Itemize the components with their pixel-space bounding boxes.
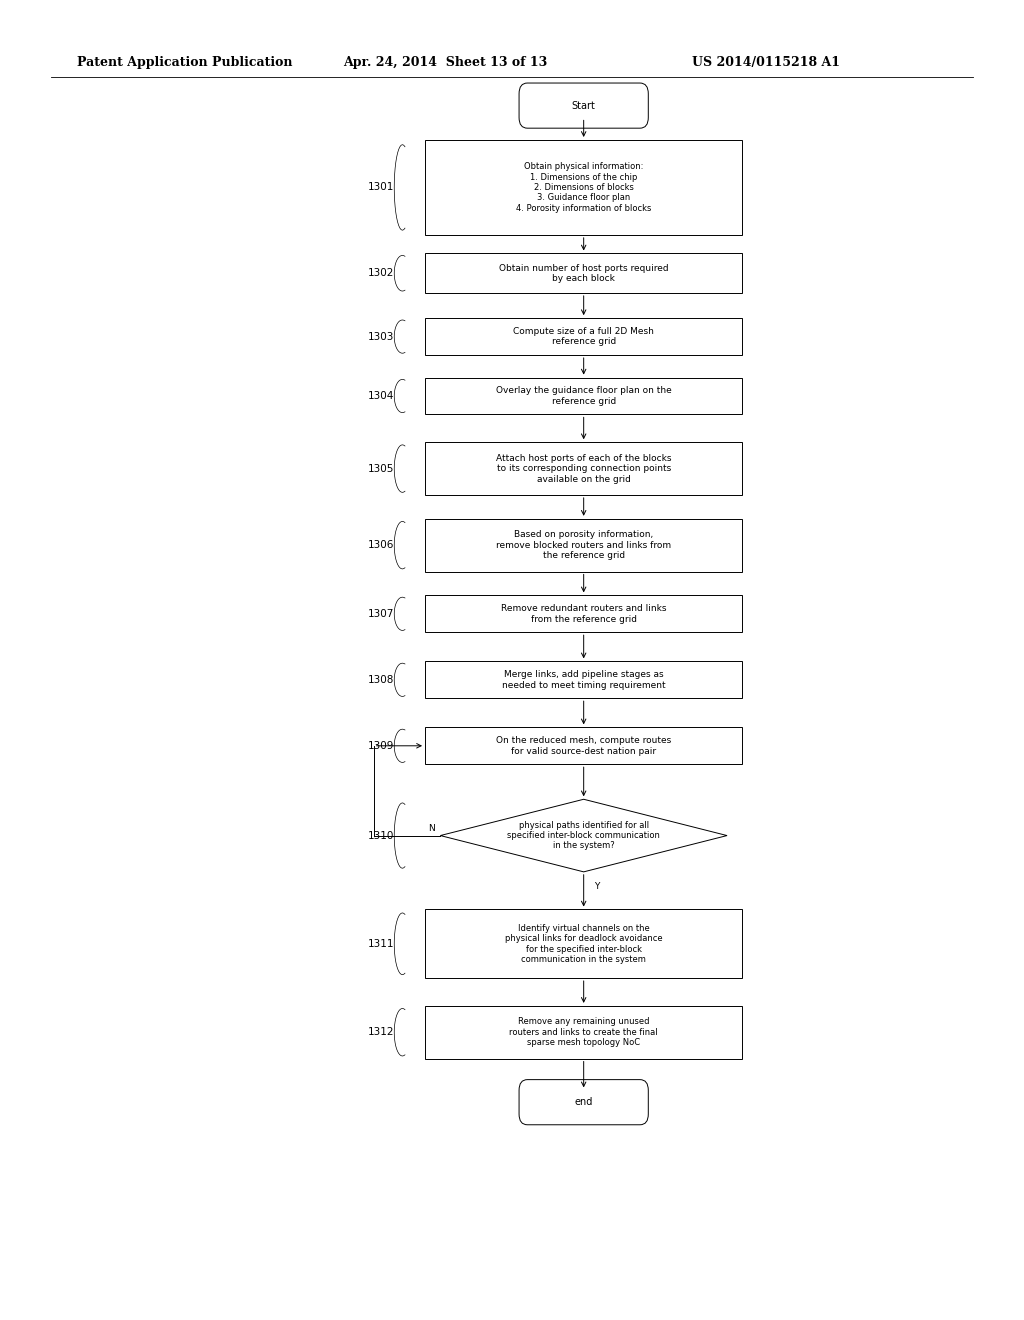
FancyBboxPatch shape [425,1006,742,1059]
FancyBboxPatch shape [519,83,648,128]
Text: Apr. 24, 2014  Sheet 13 of 13: Apr. 24, 2014 Sheet 13 of 13 [343,55,548,69]
Text: 1305: 1305 [368,463,394,474]
FancyBboxPatch shape [425,727,742,764]
Text: 1307: 1307 [368,609,394,619]
Text: N: N [428,825,435,833]
FancyBboxPatch shape [519,1080,648,1125]
Text: Remove any remaining unused
routers and links to create the final
sparse mesh to: Remove any remaining unused routers and … [509,1018,658,1047]
Text: Start: Start [571,100,596,111]
FancyBboxPatch shape [425,378,742,414]
Text: Obtain physical information:
1. Dimensions of the chip
2. Dimensions of blocks
3: Obtain physical information: 1. Dimensio… [516,162,651,213]
Text: 1309: 1309 [368,741,394,751]
FancyBboxPatch shape [425,253,742,293]
Text: end: end [574,1097,593,1107]
Text: physical paths identified for all
specified inter-block communication
in the sys: physical paths identified for all specif… [507,821,660,850]
Text: Y: Y [594,883,599,891]
Text: Compute size of a full 2D Mesh
reference grid: Compute size of a full 2D Mesh reference… [513,327,654,346]
Text: Based on porosity information,
remove blocked routers and links from
the referen: Based on porosity information, remove bl… [496,531,672,560]
Text: 1306: 1306 [368,540,394,550]
Text: 1310: 1310 [368,830,394,841]
Text: 1304: 1304 [368,391,394,401]
FancyBboxPatch shape [425,519,742,572]
FancyBboxPatch shape [425,442,742,495]
Text: 1311: 1311 [368,939,394,949]
Text: 1312: 1312 [368,1027,394,1038]
FancyBboxPatch shape [425,661,742,698]
Text: 1301: 1301 [368,182,394,193]
Text: Remove redundant routers and links
from the reference grid: Remove redundant routers and links from … [501,605,667,623]
Text: 1308: 1308 [368,675,394,685]
Text: Identify virtual channels on the
physical links for deadlock avoidance
for the s: Identify virtual channels on the physica… [505,924,663,964]
Text: Obtain number of host ports required
by each block: Obtain number of host ports required by … [499,264,669,282]
Text: US 2014/0115218 A1: US 2014/0115218 A1 [691,55,840,69]
Text: Merge links, add pipeline stages as
needed to meet timing requirement: Merge links, add pipeline stages as need… [502,671,666,689]
Text: Attach host ports of each of the blocks
to its corresponding connection points
a: Attach host ports of each of the blocks … [496,454,672,483]
Text: On the reduced mesh, compute routes
for valid source-dest nation pair: On the reduced mesh, compute routes for … [496,737,672,755]
Text: Overlay the guidance floor plan on the
reference grid: Overlay the guidance floor plan on the r… [496,387,672,405]
FancyBboxPatch shape [425,595,742,632]
Polygon shape [440,799,727,873]
Text: 1302: 1302 [368,268,394,279]
FancyBboxPatch shape [425,140,742,235]
FancyBboxPatch shape [425,318,742,355]
Text: 1303: 1303 [368,331,394,342]
Text: FIG. 13: FIG. 13 [531,107,626,131]
FancyBboxPatch shape [425,909,742,978]
Text: Patent Application Publication: Patent Application Publication [77,55,292,69]
